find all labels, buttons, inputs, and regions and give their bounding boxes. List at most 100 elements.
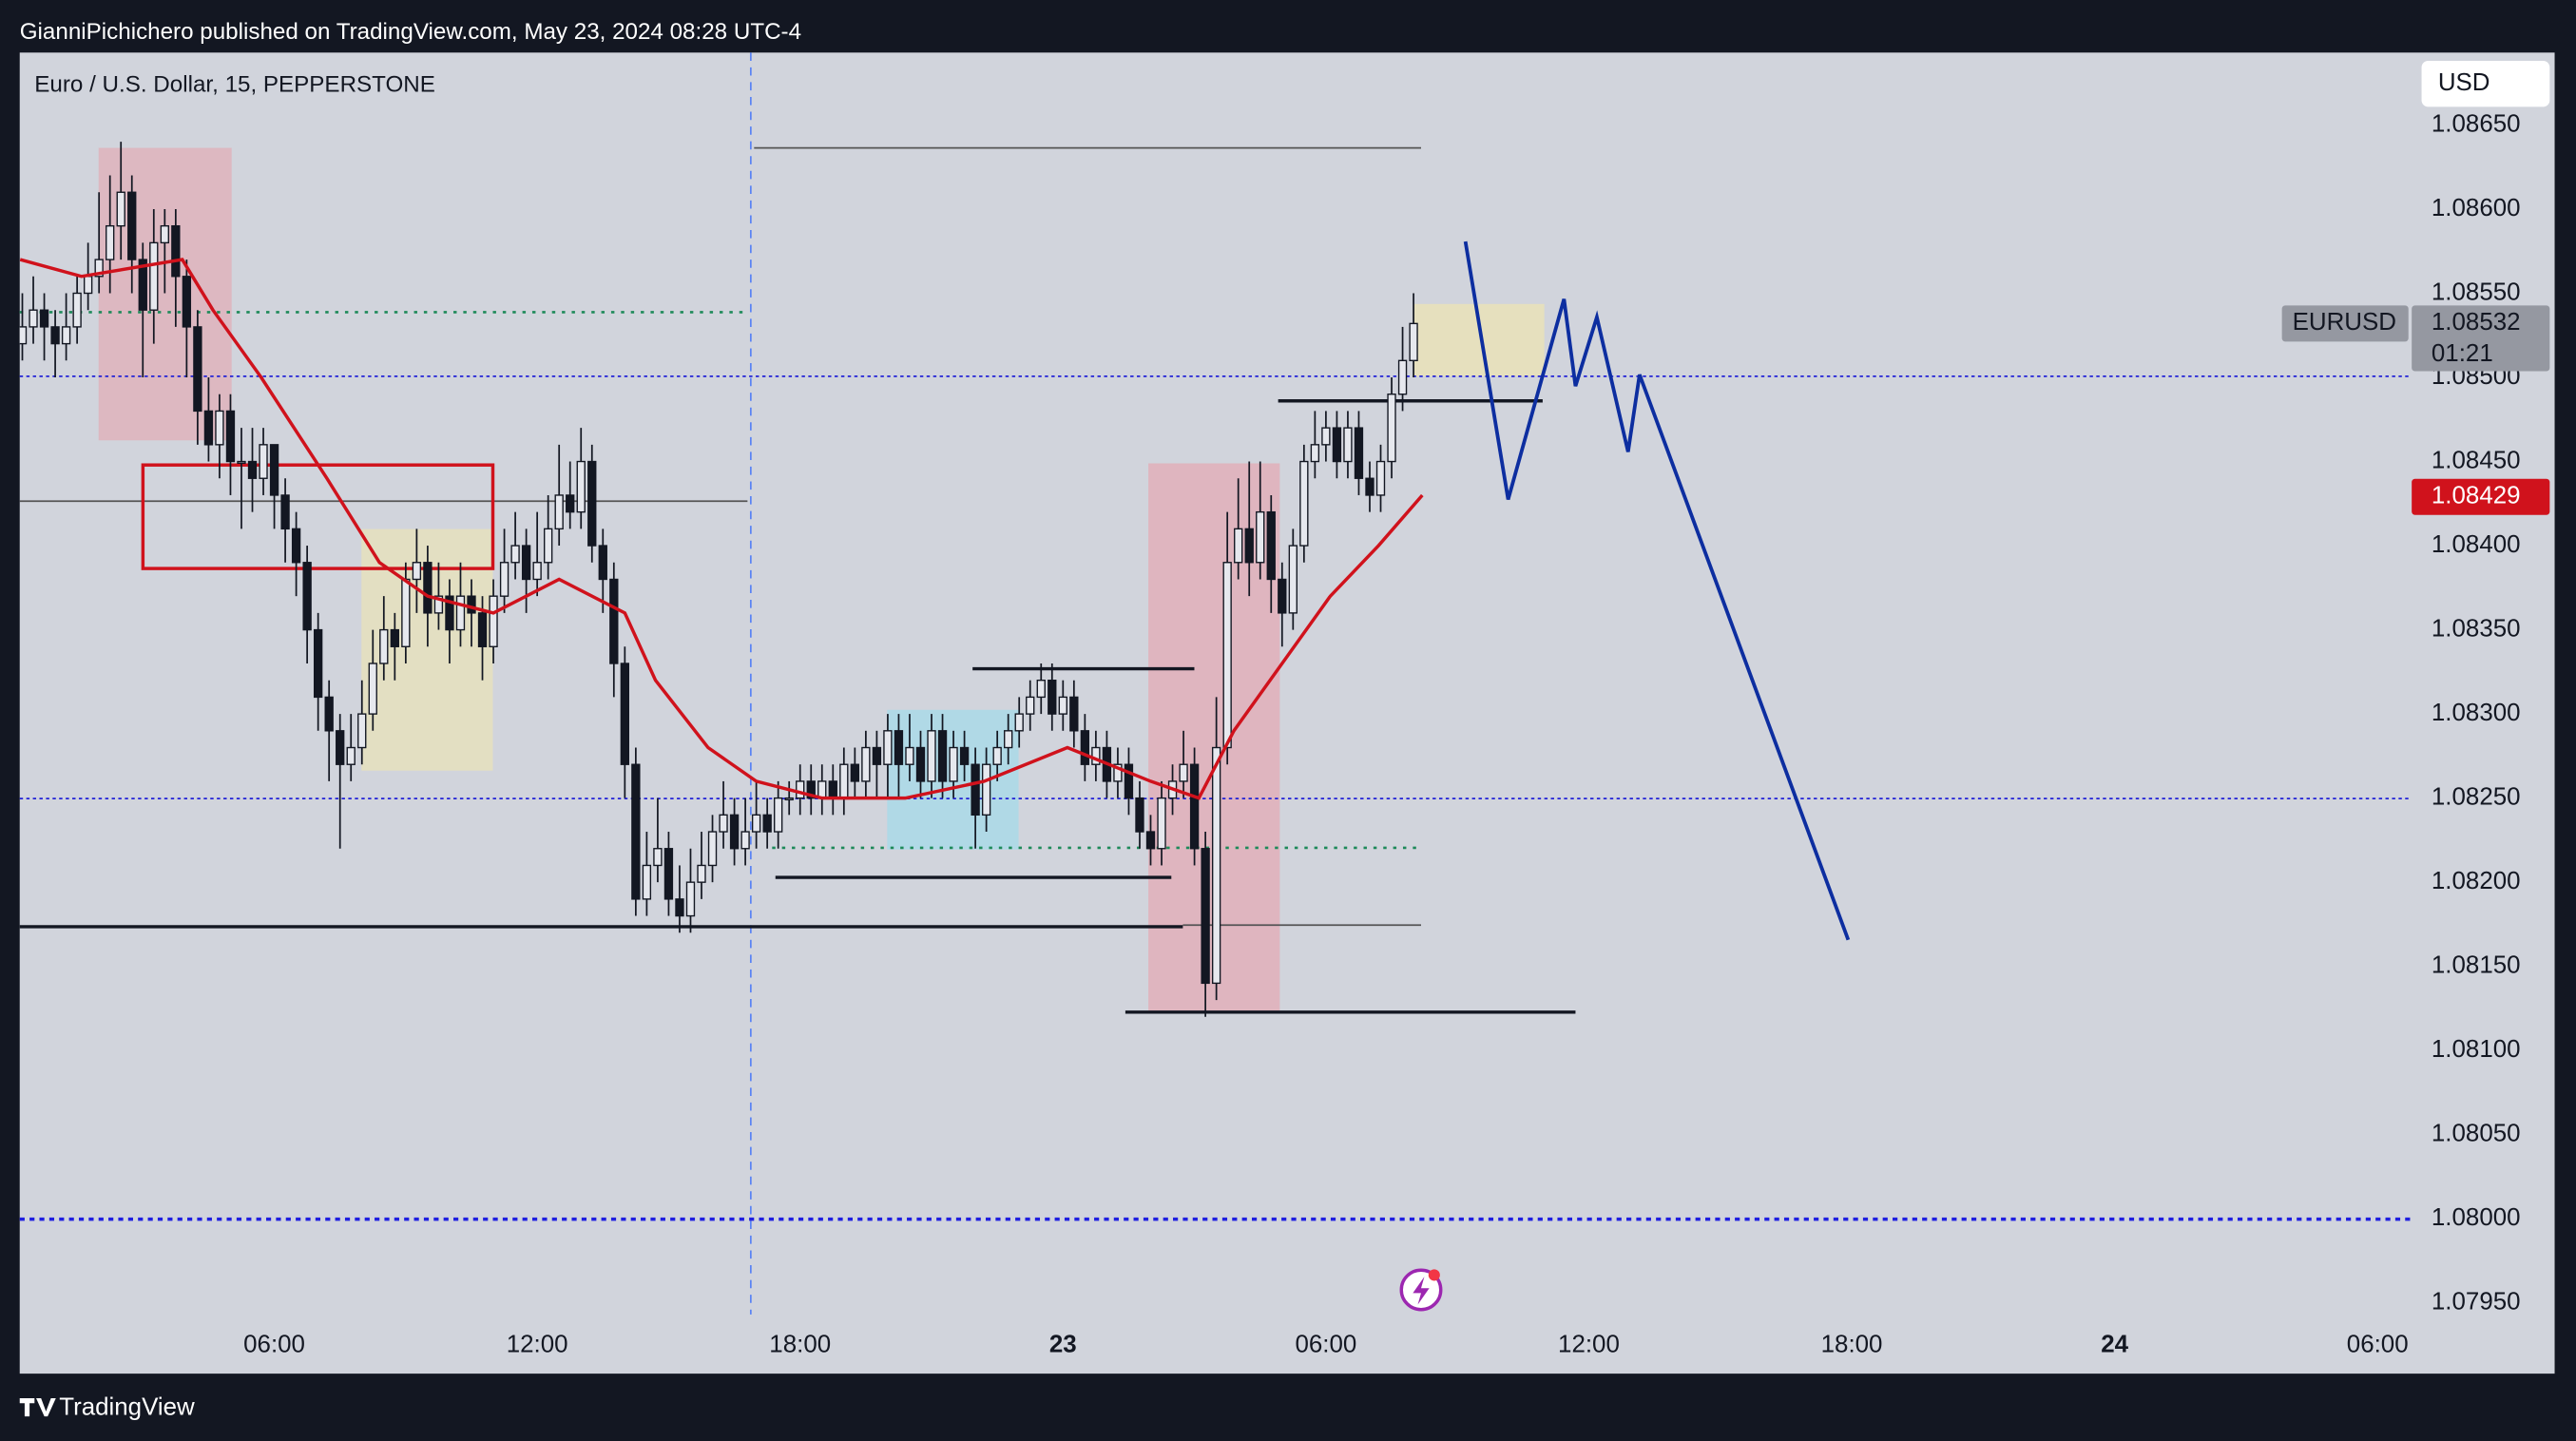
candle-body (61, 326, 71, 345)
candle-body (1058, 696, 1067, 715)
candle-body (1004, 730, 1013, 749)
candle-body (1354, 427, 1364, 479)
candle-body (598, 545, 607, 581)
candle-body (872, 746, 882, 765)
candle-body (1310, 444, 1320, 463)
candle-body (127, 191, 137, 260)
candle-body (992, 746, 1002, 765)
candle-body (927, 730, 936, 782)
candle-body (631, 763, 641, 900)
candle-body (50, 326, 60, 345)
y-tick-label: 1.08100 (2432, 1036, 2521, 1063)
x-tick-label: 18:00 (769, 1332, 831, 1358)
candle-body (740, 831, 750, 850)
candle-body (1409, 322, 1418, 362)
series (19, 142, 1424, 1017)
candle-body (685, 881, 696, 917)
axes: 1.07950 1.08000 1.08050 1.08100 1.08150 1.082… (243, 110, 2550, 1358)
candle-body (675, 898, 684, 917)
candle-body (1189, 763, 1200, 850)
candle-body (1244, 528, 1254, 564)
notification-dot (1428, 1269, 1440, 1281)
candle-body (83, 276, 93, 295)
candle-body (544, 528, 553, 564)
y-tick-label: 1.08450 (2432, 447, 2521, 473)
candle-body (521, 545, 531, 581)
candle-body (412, 562, 422, 581)
candle-body (149, 241, 159, 311)
currency-button[interactable] (2421, 60, 2550, 107)
candle-body (477, 612, 488, 647)
ema-line (19, 258, 1424, 800)
candle-body (971, 763, 980, 817)
candle-body (894, 730, 904, 765)
candle-body (697, 864, 706, 883)
candle-body (1135, 797, 1144, 833)
y-tick-label: 1.08300 (2432, 700, 2521, 726)
y-tick-label: 1.08200 (2432, 868, 2521, 894)
candle-body (368, 663, 377, 715)
x-tick-label: 24 (2101, 1332, 2128, 1358)
candle-body (401, 578, 411, 647)
y-tick-label: 1.08000 (2432, 1204, 2521, 1231)
candle-body (19, 326, 28, 345)
candle-body (1036, 680, 1046, 699)
projection-path (1463, 240, 1851, 941)
currency[interactable]: USD (2438, 69, 2490, 96)
last-price-label: 1.08532 (2432, 309, 2521, 336)
candle-body (663, 848, 674, 900)
candle-body (861, 746, 871, 782)
x-tick-label: 23 (1049, 1332, 1077, 1358)
candle-body (455, 595, 466, 631)
y-tick-label: 1.08150 (2432, 952, 2521, 979)
x-tick-label: 12:00 (507, 1332, 568, 1358)
candle-body (302, 562, 312, 631)
candle-body (1201, 848, 1210, 985)
candle-body (1256, 510, 1265, 564)
candle-body (587, 460, 597, 547)
candle-body (784, 797, 794, 801)
candle-body (203, 410, 214, 446)
candle-body (160, 224, 169, 244)
y-tick-label: 1.08400 (2432, 531, 2521, 558)
candle-body (1375, 460, 1386, 496)
candle-body (1069, 696, 1079, 732)
candle-body (609, 578, 619, 664)
y-tick-label: 1.08550 (2432, 279, 2521, 305)
candle-body (1387, 394, 1396, 463)
candle-body (259, 444, 268, 479)
candle-body (1211, 746, 1221, 985)
drawings (19, 52, 2413, 1315)
x-tick-label: 06:00 (2347, 1332, 2409, 1358)
candle-body (72, 292, 82, 328)
candle-body (576, 460, 586, 513)
candle-body (280, 494, 290, 530)
candle-body (291, 528, 301, 564)
candle-body (532, 562, 542, 581)
candle-body (1026, 696, 1035, 715)
candle-body (423, 562, 433, 614)
candle-body (29, 309, 38, 328)
x-tick-label: 06:00 (243, 1332, 305, 1358)
candle-body (1179, 763, 1188, 782)
candle-body (1343, 427, 1353, 463)
candle-body (1299, 460, 1309, 547)
candle-body (1145, 831, 1156, 850)
symbol-title: Euro / U.S. Dollar, 15, PEPPERSTONE (34, 71, 435, 97)
candle-body (1266, 510, 1276, 581)
candle-body (313, 628, 323, 699)
lightning-glyph (1413, 1277, 1430, 1305)
candle-body (719, 814, 728, 833)
candle-body (566, 494, 575, 513)
candle-body (193, 326, 202, 413)
candle-body (949, 746, 958, 782)
candle-body (1332, 427, 1342, 463)
y-tick-label: 1.07950 (2432, 1289, 2521, 1316)
candle-body (707, 831, 718, 867)
candle-body (247, 460, 258, 479)
candle-body (324, 696, 334, 732)
x-tick-label: 06:00 (1295, 1332, 1356, 1358)
candle-body (981, 763, 991, 817)
candle-body (1288, 545, 1298, 614)
